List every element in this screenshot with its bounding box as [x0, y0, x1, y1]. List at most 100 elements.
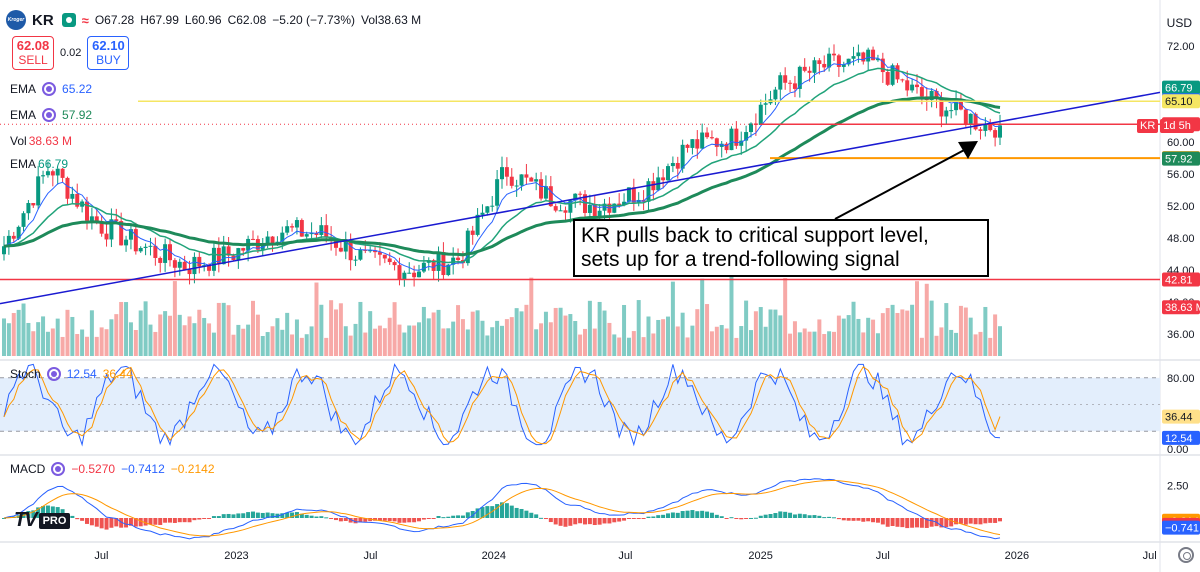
volume-bar [846, 315, 851, 356]
macd-hist-bar [929, 518, 934, 527]
ohlc-close: C62.08 [227, 13, 267, 27]
macd-hist-bar [41, 506, 46, 518]
candle-body [294, 220, 299, 228]
settings-icon[interactable] [42, 108, 57, 122]
volume-bar [231, 334, 236, 356]
macd-hist-bar [314, 516, 319, 518]
volume-bar [587, 300, 592, 356]
candle-body [553, 206, 558, 211]
indicator-volume[interactable]: Vol 38.63 M [10, 134, 72, 148]
candle-body [495, 179, 500, 206]
volume-bar [788, 333, 793, 356]
volume-bar [563, 315, 568, 356]
candle-body [841, 64, 846, 67]
stoch-badge: 36.44 [1165, 412, 1193, 424]
macd-hist-bar [587, 518, 592, 525]
macd-hist-bar [988, 518, 993, 523]
volume-bar [343, 326, 348, 356]
candle-body [758, 104, 763, 125]
candle-body [285, 226, 290, 233]
candle-body [812, 60, 817, 73]
tradingview-logo[interactable]: TV PRO [14, 509, 71, 532]
settings-icon[interactable] [51, 462, 66, 476]
macd-hist-bar [236, 513, 241, 518]
buy-button[interactable]: 62.10 BUY [87, 36, 130, 70]
candle-body [363, 249, 368, 251]
candle-body [832, 53, 836, 56]
volume-bar [153, 331, 158, 356]
candle-body [783, 75, 788, 83]
indicator-macd[interactable]: MACD −0.5270 −0.7412 −0.2142 [10, 462, 215, 476]
volume-bar [358, 301, 363, 356]
ohlc-volume: Vol38.63 M [361, 13, 422, 27]
candle-body [270, 236, 275, 244]
sell-button[interactable]: 62.08 SELL [12, 36, 54, 70]
symbol-name[interactable]: KR [32, 11, 54, 29]
macd-hist-bar [114, 518, 119, 527]
volume-bar [724, 328, 729, 356]
macd-hist-bar [319, 516, 324, 518]
volume-bar [275, 318, 280, 356]
candle-body [690, 139, 695, 148]
indicator-ema-3[interactable]: EMA 66.79 [10, 157, 68, 171]
settings-icon[interactable] [46, 367, 61, 381]
time-axis-label: Jul [876, 550, 890, 562]
volume-bar [651, 333, 656, 356]
macd-hist-bar [968, 518, 973, 524]
macd-hist-bar [446, 516, 451, 518]
volume-bar [509, 317, 514, 356]
ema-mid-line [3, 67, 1001, 264]
macd-hist-bar [153, 518, 158, 525]
macd-hist-bar [539, 517, 544, 519]
candle-body [6, 235, 11, 247]
currency-label[interactable]: USD [1166, 16, 1192, 30]
macd-hist-bar [148, 518, 153, 525]
macd-hist-bar [622, 518, 627, 521]
ohlc-change: −5.20 (−7.73%) [272, 13, 356, 27]
candle-body [871, 49, 876, 61]
macd-hist-bar [651, 516, 656, 518]
volume-bar [607, 322, 612, 356]
volume-bar [436, 309, 441, 356]
macd-hist-bar [661, 514, 666, 518]
macd-hist-bar [890, 518, 895, 526]
flag-symbol: KR [1137, 119, 1159, 133]
candle-body [714, 138, 719, 147]
candle-body [973, 113, 978, 130]
volume-bar [524, 304, 529, 356]
settings-icon[interactable] [42, 82, 57, 96]
volume-bar [490, 327, 495, 356]
candle-body [153, 245, 158, 258]
price-badge: 66.79 [1165, 83, 1193, 95]
candle-body [2, 246, 6, 255]
candle-body [309, 233, 314, 235]
volume-bar [690, 325, 695, 356]
candle-body [431, 260, 436, 271]
macd-hist-bar [270, 513, 275, 518]
volume-bar [700, 278, 705, 356]
gear-icon[interactable] [1178, 547, 1194, 563]
volume-bar [421, 306, 426, 356]
macd-hist-bar [895, 518, 900, 527]
ema-3-value: 66.79 [38, 157, 69, 171]
indicator-stoch[interactable]: Stoch 12.54 36.44 [10, 367, 133, 381]
time-axis-label: Jul [363, 550, 377, 562]
macd-hist-bar [382, 518, 387, 521]
macd-hist-bar [792, 514, 797, 518]
candle-body [124, 239, 129, 246]
volume-bar [255, 314, 260, 356]
macd-badge-bg [1162, 520, 1200, 535]
annotation-box[interactable]: KR pulls back to critical support level,… [573, 219, 989, 277]
volume-bar [475, 310, 480, 356]
volume-bar [446, 328, 451, 356]
macd-hist-bar [50, 506, 55, 518]
macd-hist-bar [304, 514, 309, 518]
macd-hist-bar [373, 518, 378, 521]
indicator-ema-2[interactable]: EMA 57.92 [10, 108, 92, 122]
compare-icon[interactable]: ≈ [81, 12, 89, 28]
macd-signal-value: −0.2142 [170, 462, 215, 476]
indicator-ema-1[interactable]: EMA 65.22 [10, 82, 92, 96]
price-tick-label: 72.00 [1167, 41, 1195, 53]
